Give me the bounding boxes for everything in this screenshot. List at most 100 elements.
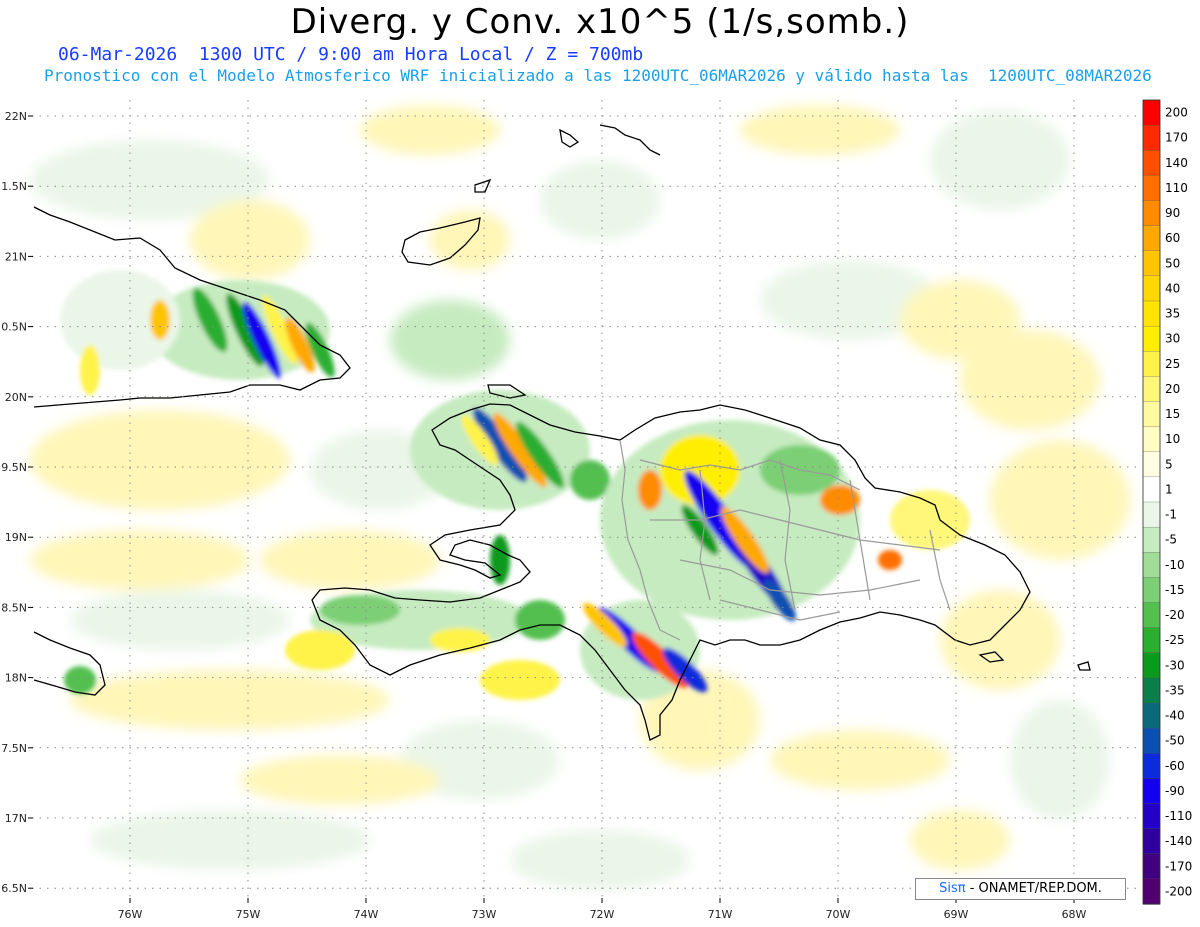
- lon-label: 73W: [472, 908, 497, 921]
- colorbar-swatch: [1142, 451, 1161, 478]
- lat-label: 21N: [5, 250, 27, 263]
- colorbar-swatch: [1142, 526, 1161, 553]
- colorbar-swatch: [1142, 200, 1161, 227]
- lat-label: 6.5N: [1, 882, 27, 895]
- colorbar-swatch: [1142, 300, 1161, 327]
- colorbar-swatch: [1142, 401, 1161, 428]
- colorbar-swatch: [1142, 275, 1161, 302]
- colorbar-label: -90: [1165, 784, 1185, 798]
- colorbar-label: 40: [1165, 281, 1180, 295]
- colorbar-label: 200: [1165, 106, 1188, 120]
- colorbar-swatch: [1142, 753, 1161, 780]
- colorbar-label: -25: [1165, 633, 1185, 647]
- province-borders: [619, 439, 951, 641]
- colorbar-swatch: [1142, 677, 1161, 704]
- lat-label: 7.5N: [1, 742, 27, 755]
- colorbar-swatch: [1142, 778, 1161, 805]
- colorbar-swatch: [1142, 652, 1161, 679]
- convergence-divergence-bands: [60, 270, 970, 700]
- latitude-labels: 22N 1.5N 21N 0.5N 20N 9.5N 19N 8.5N 18N 7.5N 17N 6.…: [1, 110, 27, 895]
- valid-time-line: 06-Mar-2026 1300 UTC / 9:00 am Hora Loca…: [58, 44, 644, 65]
- colorbar-label: -1: [1165, 508, 1177, 522]
- colorbar-swatch: [1142, 376, 1161, 403]
- colorbar-label: -110: [1165, 809, 1192, 823]
- graticule: [28, 100, 1138, 903]
- colorbar-label: 30: [1165, 332, 1180, 346]
- model-run-line: Pronostico con el Modelo Atmosferico WRF…: [44, 66, 1152, 85]
- colorbar-label: 25: [1165, 357, 1180, 371]
- colorbar-label: 90: [1165, 206, 1180, 220]
- colorbar-label: -15: [1165, 583, 1185, 597]
- coastlines: [33, 124, 1091, 741]
- colorbar-label: -60: [1165, 759, 1185, 773]
- colorbar-swatch: [1142, 501, 1161, 528]
- colorbar-swatch: [1142, 175, 1161, 202]
- credit-box: Sisπ - ONAMET/REP.DOM.: [915, 878, 1126, 900]
- lat-label: 8.5N: [1, 601, 27, 614]
- colorbar-label: 170: [1165, 131, 1188, 145]
- lat-label: 18N: [5, 672, 27, 685]
- background-field: [30, 105, 1130, 890]
- colorbar-label: 110: [1165, 181, 1188, 195]
- colorbar-label: 35: [1165, 307, 1180, 321]
- colorbar-swatch: [1142, 627, 1161, 654]
- colorbar-label: 50: [1165, 256, 1180, 270]
- colorbar-label: -35: [1165, 683, 1185, 697]
- lon-label: 70W: [826, 908, 851, 921]
- colorbar-swatch: [1142, 351, 1161, 378]
- colorbar-swatch: [1142, 727, 1161, 754]
- lon-label: 72W: [590, 908, 615, 921]
- colorbar-label: -20: [1165, 608, 1185, 622]
- lat-label: 17N: [5, 812, 27, 825]
- colorbar-label: 20: [1165, 382, 1180, 396]
- colorbar-swatch: [1142, 577, 1161, 604]
- colorbar-swatch: [1142, 828, 1161, 855]
- colorbar-label: -50: [1165, 734, 1185, 748]
- colorbar-label: -40: [1165, 709, 1185, 723]
- lat-label: 20N: [5, 391, 27, 404]
- lon-label: 75W: [236, 908, 261, 921]
- colorbar-swatch: [1142, 225, 1161, 252]
- longitude-labels: 76W 75W 74W 73W 72W 71W 70W 69W 68W: [118, 908, 1087, 921]
- colorbar-swatch: [1142, 150, 1161, 177]
- lon-label: 68W: [1062, 908, 1087, 921]
- lat-label: 9.5N: [1, 461, 27, 474]
- sis-logo: Sisπ: [939, 881, 966, 896]
- colorbar-swatch: [1142, 853, 1161, 880]
- colorbar-label: 15: [1165, 407, 1180, 421]
- lat-label: 19N: [5, 531, 27, 544]
- colorbar-label: -140: [1165, 834, 1192, 848]
- colorbar-label: -200: [1165, 884, 1192, 898]
- lat-label: 22N: [5, 110, 27, 123]
- colorbar-swatch: [1142, 803, 1161, 830]
- colorbar-swatch: [1142, 325, 1161, 352]
- colorbar-swatch: [1142, 124, 1161, 151]
- colorbar-swatch: [1142, 602, 1161, 629]
- lon-label: 76W: [118, 908, 143, 921]
- colorbar-swatch: [1142, 702, 1161, 729]
- colorbar-swatch: [1142, 426, 1161, 453]
- colorbar-label: 1: [1165, 482, 1173, 496]
- lon-label: 71W: [708, 908, 733, 921]
- lon-label: 69W: [944, 908, 969, 921]
- colorbar-label: 5: [1165, 457, 1173, 471]
- colorbar: 200 170 140 110 90 60 50 40 35 30 25 20 15 10 5 1 -1 -5 -1…: [1142, 99, 1192, 905]
- colorbar-swatch: [1142, 476, 1161, 503]
- chart-title: Diverg. y Conv. x10^5 (1/s,somb.): [290, 2, 910, 42]
- colorbar-frame: [1142, 99, 1161, 905]
- colorbar-label: 60: [1165, 231, 1180, 245]
- lat-label: 1.5N: [1, 180, 27, 193]
- colorbar-swatch: [1142, 99, 1161, 126]
- lat-label: 0.5N: [1, 321, 27, 334]
- colorbar-label: -30: [1165, 658, 1185, 672]
- credit-text: - ONAMET/REP.DOM.: [965, 881, 1102, 896]
- colorbar-label: -5: [1165, 533, 1177, 547]
- colorbar-swatch: [1142, 878, 1161, 905]
- colorbar-label: 10: [1165, 432, 1180, 446]
- colorbar-label: -170: [1165, 859, 1192, 873]
- colorbar-swatch: [1142, 250, 1161, 277]
- colorbar-swatch: [1142, 552, 1161, 579]
- colorbar-label: -10: [1165, 558, 1185, 572]
- lon-label: 74W: [354, 908, 379, 921]
